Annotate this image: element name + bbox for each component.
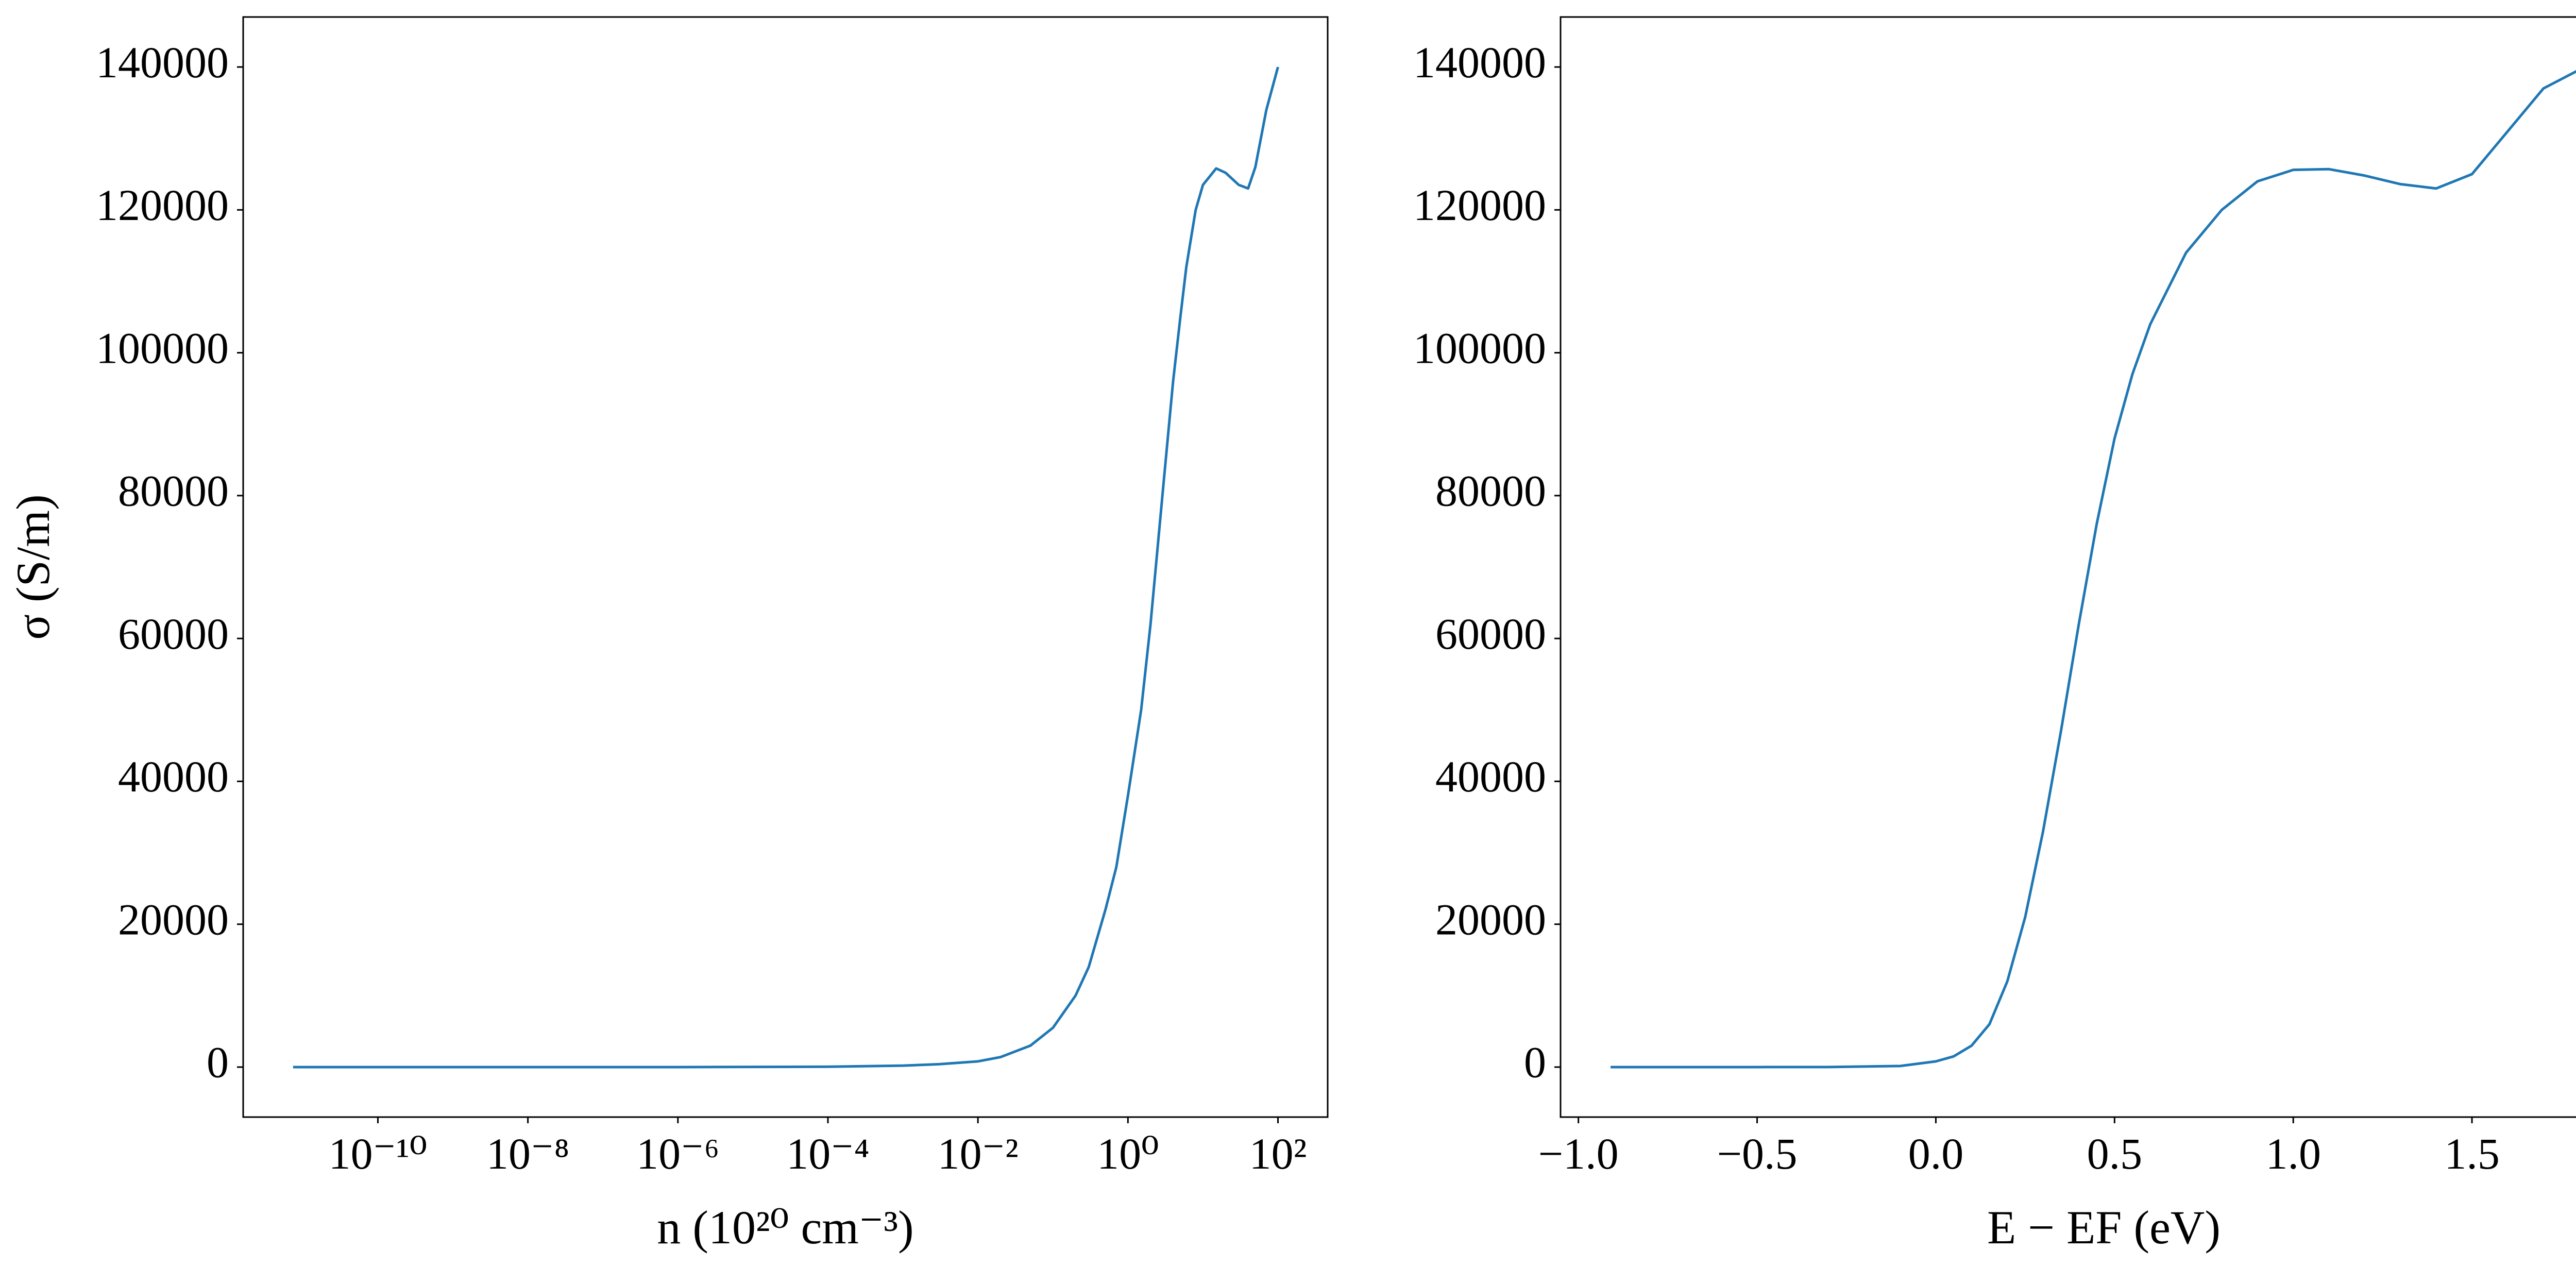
x-tick-label: 0.0 <box>1908 1129 1964 1178</box>
y-tick-label: 0 <box>207 1038 229 1087</box>
x-axis-label: E − EF (eV) <box>1987 1201 2221 1254</box>
y-tick-label: 20000 <box>1435 894 1546 944</box>
x-axis-label: n (10²⁰ cm⁻³) <box>657 1201 913 1254</box>
y-tick-label: 140000 <box>1413 38 1546 87</box>
x-tick-label: −0.5 <box>1717 1129 1798 1178</box>
x-tick-label: 10⁻⁶ <box>636 1129 719 1178</box>
axes-frame <box>1560 16 2576 1118</box>
x-tick-label: 10⁻⁴ <box>786 1129 869 1178</box>
y-tick-label: 40000 <box>118 752 229 801</box>
axes-frame <box>242 16 1329 1118</box>
x-tick-label: 10² <box>1249 1129 1307 1178</box>
x-tick-label: 0.5 <box>2087 1129 2143 1178</box>
y-tick-label: 40000 <box>1435 752 1546 801</box>
y-tick-label: 0 <box>1524 1038 1546 1087</box>
y-tick-label: 120000 <box>96 180 229 230</box>
y-tick-label: 60000 <box>118 609 229 659</box>
y-tick-label: 100000 <box>1413 323 1546 373</box>
y-tick-label: 60000 <box>1435 609 1546 659</box>
y-tick-label: 80000 <box>118 466 229 516</box>
data-line <box>293 66 1279 1069</box>
y-tick-label: 140000 <box>96 38 229 87</box>
y-tick-label: 20000 <box>118 894 229 944</box>
x-tick-label: −1.0 <box>1538 1129 1619 1178</box>
data-line <box>1611 70 2576 1069</box>
y-axis-label: σ (S/m) <box>7 494 59 639</box>
x-tick-label: 1.0 <box>2265 1129 2321 1178</box>
y-tick-label: 100000 <box>96 323 229 373</box>
x-tick-label: 10⁻² <box>938 1129 1019 1178</box>
x-tick-label: 10⁰ <box>1097 1129 1159 1178</box>
x-tick-label: 1.5 <box>2444 1129 2500 1178</box>
x-tick-label: 10⁻⁸ <box>486 1129 569 1178</box>
x-tick-label: 10⁻¹⁰ <box>329 1129 428 1178</box>
y-tick-label: 120000 <box>1413 180 1546 230</box>
y-tick-label: 80000 <box>1435 466 1546 516</box>
